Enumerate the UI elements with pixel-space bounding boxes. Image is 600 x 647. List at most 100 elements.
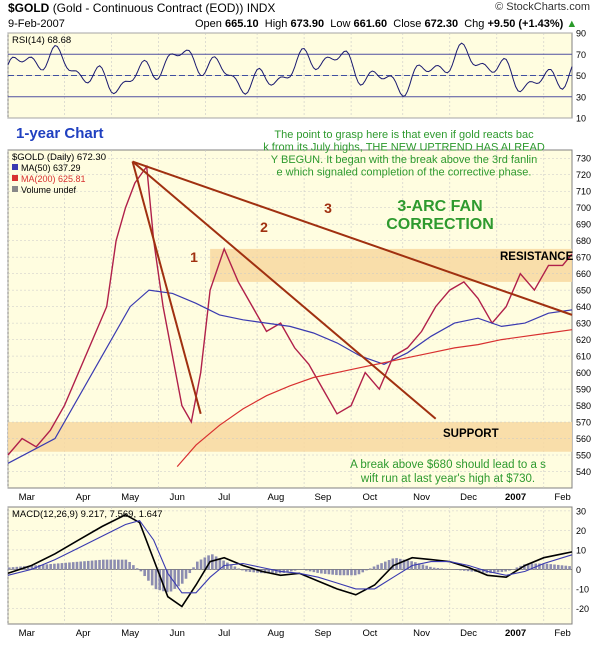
macd-histogram-bar <box>331 569 334 575</box>
macd-histogram-bar <box>380 563 383 570</box>
macd-histogram-bar <box>135 568 139 570</box>
macd-histogram-bar <box>244 569 248 572</box>
price-x-label: Feb <box>554 492 570 503</box>
macd-histogram-bar <box>493 569 496 573</box>
macd-histogram-bar <box>162 569 165 592</box>
macd-histogram-bar <box>267 569 271 574</box>
macd-histogram-bar <box>169 569 173 592</box>
price-tick-label: 580 <box>576 401 591 411</box>
macd-histogram-bar <box>421 564 425 570</box>
close-label: Close <box>393 18 422 30</box>
macd-histogram-bar <box>365 569 368 571</box>
macd-histogram-bar <box>425 565 428 570</box>
macd-histogram-bar <box>71 562 75 570</box>
price-tick-label: 640 <box>576 302 591 312</box>
chg-label: Chg <box>464 18 485 30</box>
macd-x-label: Nov <box>413 628 430 639</box>
macd-histogram-bar <box>376 564 380 570</box>
macd-histogram-bar <box>117 559 120 570</box>
fan-title-line2: CORRECTION <box>386 216 494 233</box>
price-x-label: Sep <box>314 492 331 503</box>
macd-histogram-bar <box>466 569 470 572</box>
support-band <box>8 422 572 452</box>
price-tick-label: 540 <box>576 467 591 477</box>
chart-date: 9-Feb-2007 <box>8 18 65 30</box>
macd-histogram-bar <box>211 554 214 570</box>
fan-number-2: 2 <box>260 219 268 235</box>
macd-histogram-bar <box>312 569 316 573</box>
macd-histogram-bar <box>568 566 571 570</box>
macd-histogram-bar <box>316 569 319 573</box>
macd-x-label: Jun <box>170 628 185 639</box>
price-x-label: Apr <box>76 492 91 503</box>
macd-histogram-bar <box>90 560 94 570</box>
rsi-tick-label: 90 <box>576 29 586 39</box>
macd-histogram-bar <box>45 564 49 570</box>
high-value: 673.90 <box>290 18 325 30</box>
rsi-tick-label: 10 <box>576 114 586 124</box>
macd-histogram-bar <box>305 569 308 571</box>
macd-histogram-bar <box>346 569 349 576</box>
macd-histogram-bar <box>440 568 443 570</box>
macd-histogram-bar <box>526 563 530 570</box>
macd-signal-line <box>7 519 573 594</box>
price-tick-label: 730 <box>576 154 591 164</box>
price-tick-label: 590 <box>576 385 591 395</box>
fan-line-1 <box>131 161 202 415</box>
price-tick-label: 610 <box>576 352 591 362</box>
rsi-tick-label: 30 <box>576 92 586 102</box>
macd-histogram-bar <box>79 561 83 570</box>
macd-histogram-bar <box>353 569 357 576</box>
rsi-tick-label: 50 <box>576 71 586 81</box>
macd-histogram-bar <box>361 569 365 573</box>
chg-value: +9.50 (+1.43%) <box>487 18 564 30</box>
macd-histogram-bar <box>128 561 131 570</box>
macd-histogram-bar <box>218 558 222 570</box>
price-tick-label: 670 <box>576 253 591 263</box>
price-x-label: Dec <box>460 492 477 503</box>
fan-line-2 <box>131 160 437 420</box>
macd-histogram-bar <box>26 565 30 570</box>
brand: © StockCharts.com <box>495 1 590 13</box>
macd-histogram-bar <box>429 566 432 570</box>
low-value: 661.60 <box>353 18 388 30</box>
macd-histogram-bar <box>556 564 560 570</box>
price-x-label: Mar <box>19 492 35 503</box>
macd-histogram-bar <box>286 569 289 573</box>
macd-histogram-bar <box>120 559 124 570</box>
macd-histogram-bar <box>455 569 459 570</box>
price-tick-label: 680 <box>576 236 591 246</box>
macd-histogram-bar <box>41 564 45 570</box>
macd-histogram-bar <box>541 563 545 570</box>
macd-tick-label: 10 <box>576 545 586 555</box>
ohlc-line: Open 665.10 High 673.90 Low 661.60 Close… <box>195 18 577 30</box>
rsi-line <box>7 42 573 97</box>
macd-histogram-bar <box>68 562 71 570</box>
price-tick-label: 560 <box>576 434 591 444</box>
macd-histogram-bar <box>192 567 195 570</box>
low-label: Low <box>330 18 351 30</box>
macd-histogram-bar <box>459 569 462 571</box>
macd-histogram-bar <box>545 563 549 570</box>
support-label: SUPPORT <box>443 428 499 440</box>
macd-tick-label: -10 <box>576 584 589 594</box>
macd-histogram-bar <box>203 557 207 570</box>
macd-histogram-bar <box>113 559 116 570</box>
resistance-band <box>210 248 572 282</box>
macd-histogram-bar <box>199 559 203 570</box>
macd-histogram-bar <box>109 559 113 570</box>
macd-histogram-bar <box>180 569 184 584</box>
macd-histogram-bar <box>560 565 564 570</box>
macd-histogram-bar <box>177 569 180 587</box>
price-tick-label: 550 <box>576 451 591 461</box>
macd-histogram-bar <box>350 569 353 576</box>
macd-histogram-bar <box>60 563 64 570</box>
macd-histogram-bar <box>53 563 56 570</box>
macd-histogram-bar <box>553 564 556 570</box>
macd-histogram-bar <box>320 569 323 574</box>
macd-histogram-bar <box>38 564 41 570</box>
macd-histogram-bar <box>105 559 109 570</box>
macd-histogram-bar <box>530 563 534 570</box>
